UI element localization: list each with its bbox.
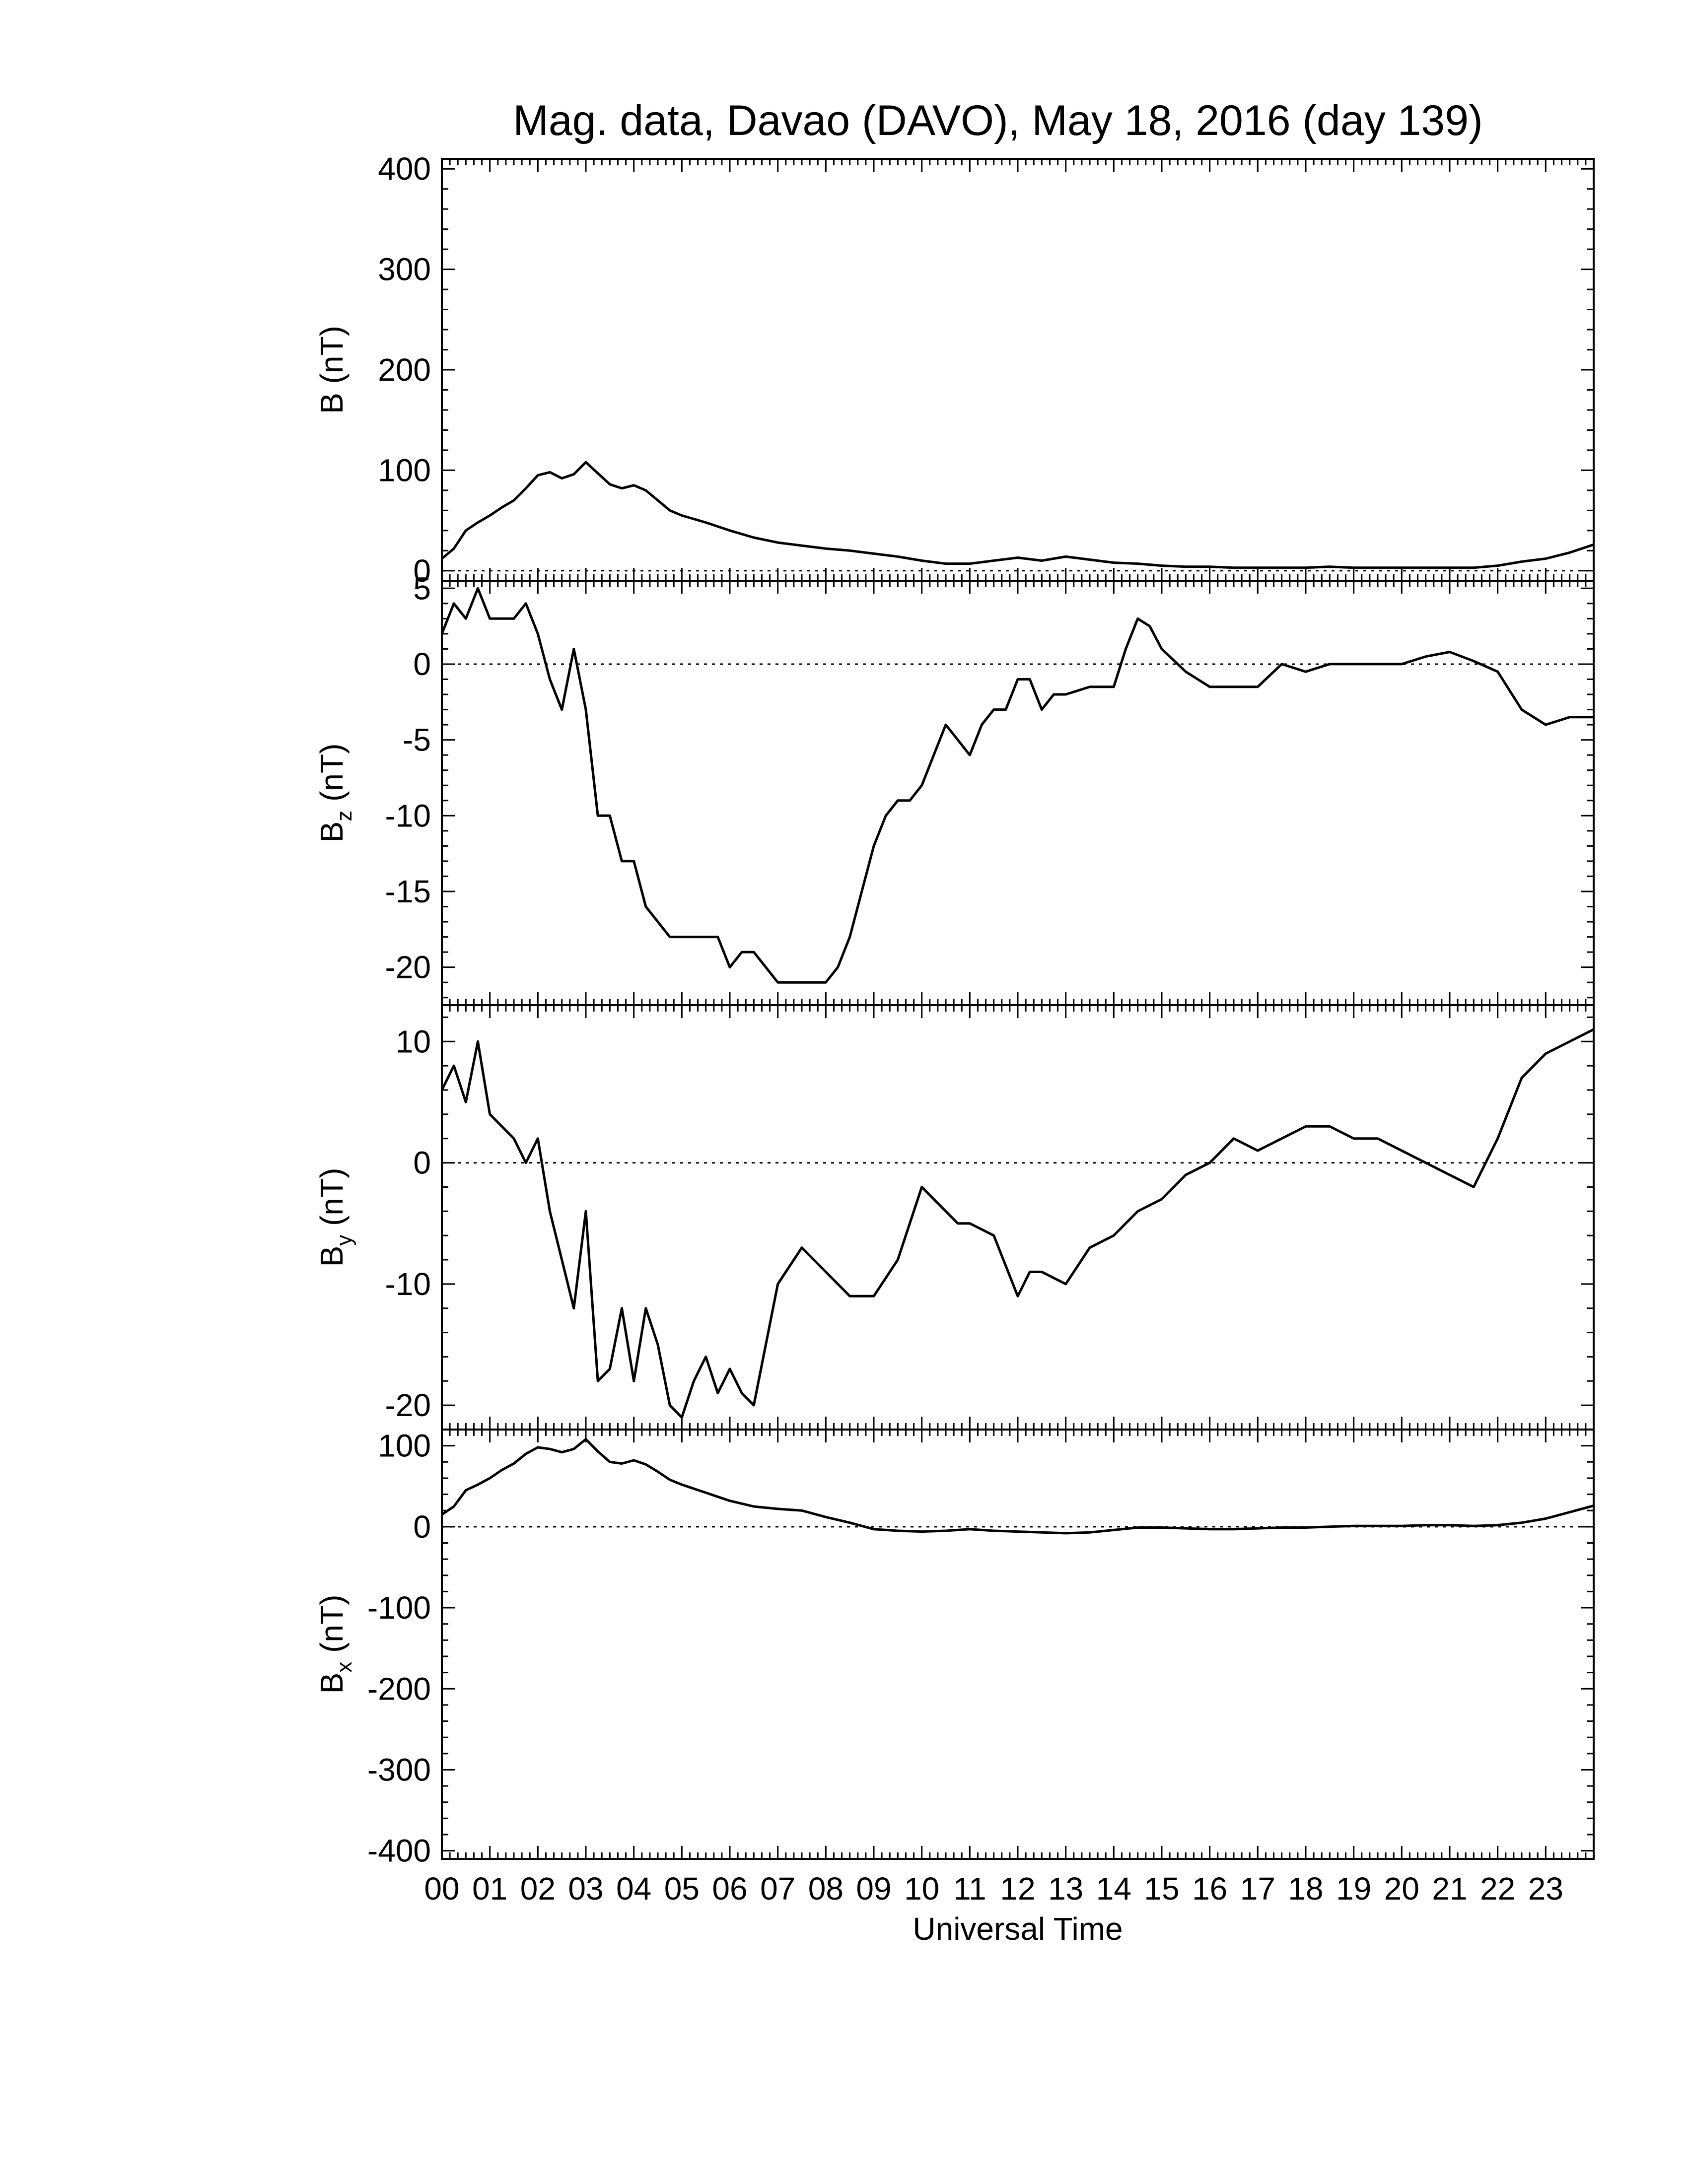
chart-title: Mag. data, Davao (DAVO), May 18, 2016 (d… xyxy=(513,97,1482,144)
y-axis-label-unit: (nT) xyxy=(314,1168,350,1235)
y-axis-label-subscript: z xyxy=(332,811,356,821)
y-tick-label: -10 xyxy=(385,798,431,833)
x-tick-label: 17 xyxy=(1240,1871,1275,1907)
x-tick-label: 12 xyxy=(1000,1871,1035,1907)
x-ticks xyxy=(441,1430,1595,1859)
x-tick-label: 08 xyxy=(808,1871,844,1907)
x-tick-label: 04 xyxy=(616,1871,651,1907)
y-tick-label: 400 xyxy=(378,151,431,187)
y-axis-label-subscript: y xyxy=(332,1235,356,1246)
y-tick-label: 0 xyxy=(413,553,431,589)
y-tick-label: -10 xyxy=(385,1266,431,1302)
x-tick-label: 18 xyxy=(1288,1871,1323,1907)
x-tick-label: 13 xyxy=(1048,1871,1083,1907)
x-tick-label: 05 xyxy=(664,1871,700,1907)
y-axis-label-unit: (nT) xyxy=(314,1595,350,1662)
x-ticks xyxy=(441,1005,1595,1430)
series-line-bz xyxy=(440,587,1594,984)
y-tick-label: -5 xyxy=(403,722,431,758)
x-tick-label: 11 xyxy=(953,1871,986,1907)
y-tick-label: -20 xyxy=(385,1387,431,1423)
x-tick-label: 15 xyxy=(1144,1871,1179,1907)
y-axis-label-main: B xyxy=(314,1673,350,1694)
y-tick-label: 300 xyxy=(378,252,431,287)
x-ticks xyxy=(441,581,1595,1005)
y-axis-label-main: B xyxy=(314,1246,350,1267)
y-tick-label: 100 xyxy=(378,452,431,488)
panel-bz: 5 0 -5 -10 -15 -20 Bz (nT) xyxy=(314,570,1595,1006)
y-ticks xyxy=(442,168,1594,572)
series-line-by xyxy=(440,1028,1595,1419)
x-tick-label: 00 xyxy=(424,1871,459,1907)
y-axis-label-main: B xyxy=(314,821,350,843)
y-axis-label: Bx (nT) xyxy=(314,1595,356,1694)
panel-frame xyxy=(441,158,1595,582)
y-axis-label: By (nT) xyxy=(314,1168,356,1267)
y-ticks xyxy=(442,587,1594,999)
x-axis-tick-labels: 00 01 02 03 04 05 06 07 08 09 10 11 12 13 14 15 16 17 18 19… xyxy=(424,1871,1563,1907)
x-ticks xyxy=(441,159,1595,581)
y-tick-label: -400 xyxy=(367,1833,431,1869)
panel-by: 10 0 -10 -20 By (nT) xyxy=(314,1004,1595,1431)
x-tick-label: 07 xyxy=(760,1871,795,1907)
y-axis-label: B (nT) xyxy=(314,326,350,414)
y-tick-label: 5 xyxy=(413,570,431,606)
y-tick-label: 0 xyxy=(413,1145,431,1181)
y-tick-label: -200 xyxy=(367,1671,431,1706)
x-tick-label: 14 xyxy=(1096,1871,1131,1907)
y-axis-label-unit: (nT) xyxy=(314,326,350,393)
y-tick-label: -15 xyxy=(385,874,431,909)
y-tick-label: 10 xyxy=(396,1024,431,1059)
y-ticks xyxy=(442,1429,1594,1852)
panel-bx: 100 0 -100 -200 -300 -400 Bx (nT) xyxy=(314,1428,1595,1869)
x-tick-label: 06 xyxy=(712,1871,747,1907)
y-tick-label: 0 xyxy=(413,646,431,682)
x-tick-label: 02 xyxy=(520,1871,556,1907)
y-axis-label-subscript: x xyxy=(332,1662,356,1673)
y-axis-label-unit: (nT) xyxy=(314,744,350,811)
series-line-bx xyxy=(441,1438,1594,1535)
x-tick-label: 22 xyxy=(1480,1871,1515,1907)
series-line-b xyxy=(441,461,1594,569)
y-tick-label: 0 xyxy=(413,1509,431,1545)
y-tick-label: -100 xyxy=(367,1590,431,1626)
y-tick-label: 200 xyxy=(378,352,431,388)
x-axis-label: Universal Time xyxy=(913,1911,1123,1947)
panel-frame xyxy=(441,1004,1595,1431)
y-axis-label-main: B xyxy=(314,393,350,414)
x-tick-label: 21 xyxy=(1432,1871,1467,1907)
x-tick-label: 10 xyxy=(904,1871,939,1907)
x-tick-label: 20 xyxy=(1384,1871,1419,1907)
panel-frame xyxy=(441,580,1595,1006)
y-axis-label: Bz (nT) xyxy=(314,744,356,843)
y-tick-label: -300 xyxy=(367,1752,431,1787)
y-tick-label: 100 xyxy=(378,1428,431,1464)
panel-b: 0 100 200 300 400 B (nT) xyxy=(314,151,1595,589)
x-tick-label: 01 xyxy=(472,1871,507,1907)
x-tick-label: 19 xyxy=(1336,1871,1371,1907)
x-tick-label: 23 xyxy=(1528,1871,1563,1907)
y-tick-label: -20 xyxy=(385,950,431,985)
panel-frame xyxy=(441,1429,1595,1860)
x-tick-label: 09 xyxy=(856,1871,891,1907)
x-tick-label: 16 xyxy=(1192,1871,1227,1907)
y-ticks xyxy=(442,1016,1594,1431)
x-tick-label: 03 xyxy=(568,1871,603,1907)
